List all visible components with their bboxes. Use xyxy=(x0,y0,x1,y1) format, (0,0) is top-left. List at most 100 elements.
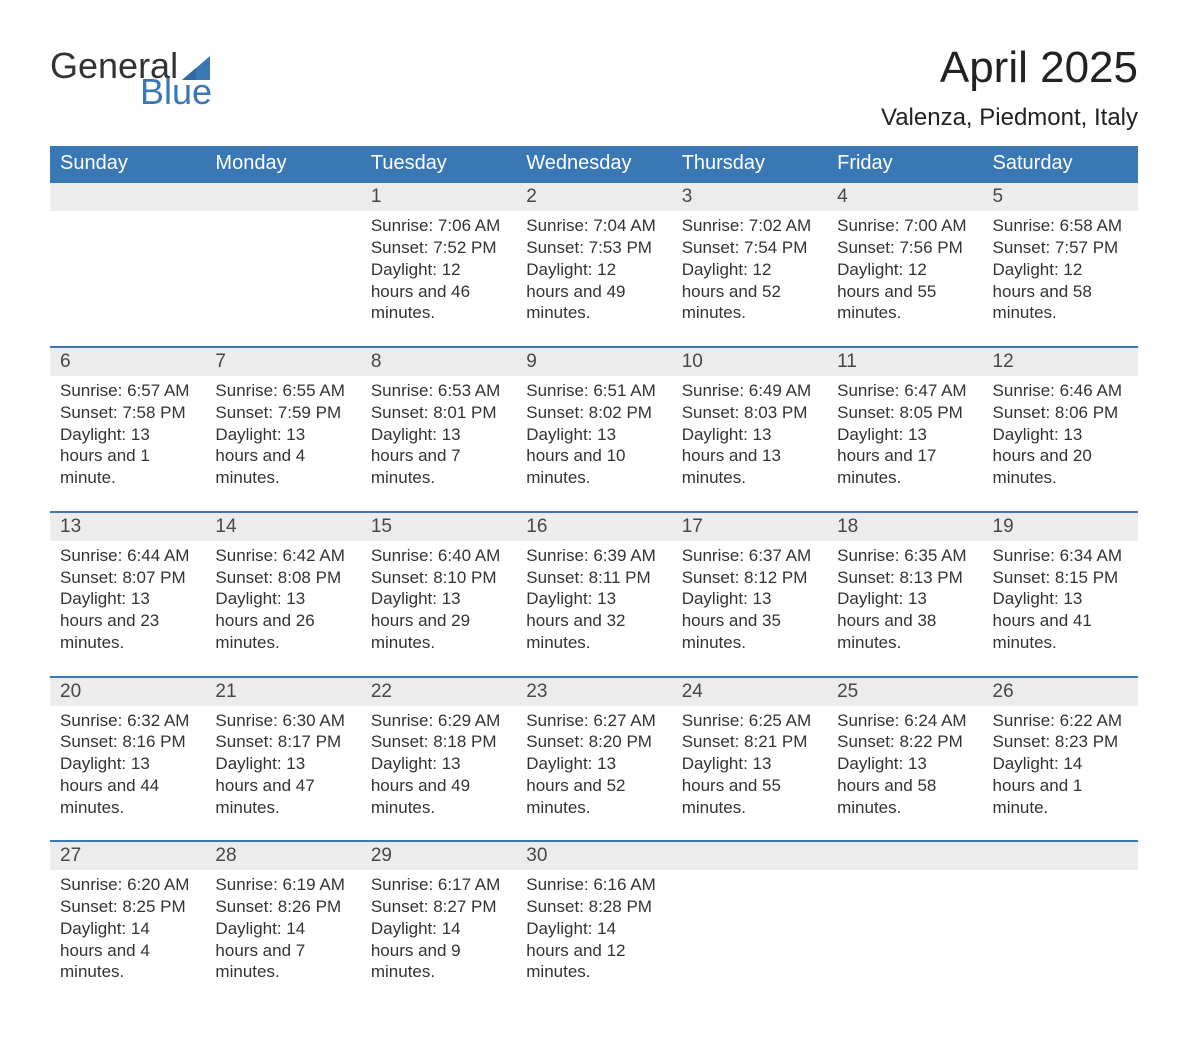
daylight-text: Daylight: 13 hours and 20 minutes. xyxy=(993,424,1128,489)
sunrise-text: Sunrise: 7:06 AM xyxy=(371,215,506,237)
sunset-text: Sunset: 8:13 PM xyxy=(837,567,972,589)
sunrise-text: Sunrise: 6:29 AM xyxy=(371,710,506,732)
sunset-text: Sunset: 8:02 PM xyxy=(526,402,661,424)
day-number-bar: 27 xyxy=(50,840,205,870)
daylight-text: Daylight: 12 hours and 46 minutes. xyxy=(371,259,506,324)
day-number-bar: 8 xyxy=(361,346,516,376)
day-number: 10 xyxy=(672,351,703,372)
day-number-bar: 21 xyxy=(205,676,360,706)
day-cell: 7Sunrise: 6:55 AMSunset: 7:59 PMDaylight… xyxy=(205,346,360,511)
day-detail: Sunrise: 6:22 AMSunset: 8:23 PMDaylight:… xyxy=(993,710,1128,819)
day-cell: 16Sunrise: 6:39 AMSunset: 8:11 PMDayligh… xyxy=(516,511,671,676)
day-number: 26 xyxy=(983,681,1014,702)
sunrise-text: Sunrise: 6:30 AM xyxy=(215,710,350,732)
day-cell: 6 Sunrise: 6:57 AMSunset: 7:58 PMDaylight… xyxy=(50,346,205,511)
day-detail: Sunrise: 6:49 AMSunset: 8:03 PMDaylight:… xyxy=(682,380,817,489)
day-number-bar: 4 xyxy=(827,181,982,211)
daylight-text: Daylight: 13 hours and 4 minutes. xyxy=(215,424,350,489)
day-detail: Sunrise: 6:58 AMSunset: 7:57 PMDaylight:… xyxy=(993,215,1128,324)
daylight-text: Daylight: 13 hours and 52 minutes. xyxy=(526,753,661,818)
header-row: General Blue April 2025 Valenza, Piedmon… xyxy=(50,48,1138,132)
sunrise-text: Sunrise: 6:25 AM xyxy=(682,710,817,732)
day-cell: 1Sunrise: 7:06 AMSunset: 7:52 PMDaylight… xyxy=(361,181,516,346)
daylight-text: Daylight: 13 hours and 7 minutes. xyxy=(371,424,506,489)
sunset-text: Sunset: 8:27 PM xyxy=(371,896,506,918)
day-number: 12 xyxy=(983,351,1014,372)
brand-logo: General Blue xyxy=(50,48,216,110)
daylight-text: Daylight: 13 hours and 47 minutes. xyxy=(215,753,350,818)
day-number: 27 xyxy=(50,845,81,866)
week-row: 27 Sunrise: 6:20 AMSunset: 8:25 PMDayligh… xyxy=(50,840,1138,1005)
day-cell: 20Sunrise: 6:32 AMSunset: 8:16 PMDayligh… xyxy=(50,676,205,841)
weekday-header: Friday xyxy=(827,146,982,181)
calendar-table: Sunday Monday Tuesday Wednesday Thursday… xyxy=(50,146,1138,1005)
weekday-header: Wednesday xyxy=(516,146,671,181)
day-number-bar xyxy=(672,840,827,870)
sunrise-text: Sunrise: 7:00 AM xyxy=(837,215,972,237)
day-detail: Sunrise: 6:44 AMSunset: 8:07 PMDaylight:… xyxy=(60,545,195,654)
day-cell: 12 Sunrise: 6:46 AMSunset: 8:06 PMDayligh… xyxy=(983,346,1138,511)
day-number-bar: 9 xyxy=(516,346,671,376)
day-number-bar: 24 xyxy=(672,676,827,706)
day-number: 19 xyxy=(983,516,1014,537)
daylight-text: Daylight: 13 hours and 58 minutes. xyxy=(837,753,972,818)
sunset-text: Sunset: 8:26 PM xyxy=(215,896,350,918)
sunset-text: Sunset: 8:23 PM xyxy=(993,731,1128,753)
day-number-bar: 29 xyxy=(361,840,516,870)
day-cell: 13Sunrise: 6:44 AMSunset: 8:07 PMDayligh… xyxy=(50,511,205,676)
day-cell: 14Sunrise: 6:42 AMSunset: 8:08 PMDayligh… xyxy=(205,511,360,676)
day-number-bar: 26 xyxy=(983,676,1138,706)
day-cell: 15Sunrise: 6:40 AMSunset: 8:10 PMDayligh… xyxy=(361,511,516,676)
day-cell: 28Sunrise: 6:19 AMSunset: 8:26 PMDayligh… xyxy=(205,840,360,1005)
sunrise-text: Sunrise: 6:44 AM xyxy=(60,545,195,567)
day-cell: 21Sunrise: 6:30 AMSunset: 8:17 PMDayligh… xyxy=(205,676,360,841)
day-number-bar: 20 xyxy=(50,676,205,706)
day-detail: Sunrise: 7:00 AMSunset: 7:56 PMDaylight:… xyxy=(837,215,972,324)
daylight-text: Daylight: 12 hours and 58 minutes. xyxy=(993,259,1128,324)
sunrise-text: Sunrise: 6:46 AM xyxy=(993,380,1128,402)
day-cell: 8Sunrise: 6:53 AMSunset: 8:01 PMDaylight… xyxy=(361,346,516,511)
sunset-text: Sunset: 8:10 PM xyxy=(371,567,506,589)
day-detail: Sunrise: 6:34 AMSunset: 8:15 PMDaylight:… xyxy=(993,545,1128,654)
weekday-header: Tuesday xyxy=(361,146,516,181)
daylight-text: Daylight: 13 hours and 1 minute. xyxy=(60,424,195,489)
daylight-text: Daylight: 13 hours and 13 minutes. xyxy=(682,424,817,489)
day-detail: Sunrise: 6:46 AMSunset: 8:06 PMDaylight:… xyxy=(993,380,1128,489)
day-cell: 22 Sunrise: 6:29 AMSunset: 8:18 PMDayligh… xyxy=(361,676,516,841)
day-number-bar: 10 xyxy=(672,346,827,376)
sunset-text: Sunset: 7:58 PM xyxy=(60,402,195,424)
day-number xyxy=(672,845,682,866)
day-number-bar xyxy=(50,181,205,211)
daylight-text: Daylight: 14 hours and 4 minutes. xyxy=(60,918,195,983)
day-detail: Sunrise: 6:57 AMSunset: 7:58 PMDaylight:… xyxy=(60,380,195,489)
weekday-header-row: Sunday Monday Tuesday Wednesday Thursday… xyxy=(50,146,1138,181)
day-cell: 30Sunrise: 6:16 AMSunset: 8:28 PMDayligh… xyxy=(516,840,671,1005)
calendar-body: 1Sunrise: 7:06 AMSunset: 7:52 PMDaylight… xyxy=(50,181,1138,1005)
sunset-text: Sunset: 7:52 PM xyxy=(371,237,506,259)
daylight-text: Daylight: 13 hours and 44 minutes. xyxy=(60,753,195,818)
day-number: 22 xyxy=(361,681,392,702)
day-number-bar: 6 xyxy=(50,346,205,376)
day-cell: 23Sunrise: 6:27 AMSunset: 8:20 PMDayligh… xyxy=(516,676,671,841)
day-detail: Sunrise: 6:19 AMSunset: 8:26 PMDaylight:… xyxy=(215,874,350,983)
day-detail: Sunrise: 7:02 AMSunset: 7:54 PMDaylight:… xyxy=(682,215,817,324)
day-detail: Sunrise: 6:16 AMSunset: 8:28 PMDaylight:… xyxy=(526,874,661,983)
day-detail: Sunrise: 6:29 AMSunset: 8:18 PMDaylight:… xyxy=(371,710,506,819)
sunset-text: Sunset: 8:15 PM xyxy=(993,567,1128,589)
sunset-text: Sunset: 8:05 PM xyxy=(837,402,972,424)
sunset-text: Sunset: 8:22 PM xyxy=(837,731,972,753)
day-number: 6 xyxy=(50,351,71,372)
sunrise-text: Sunrise: 6:34 AM xyxy=(993,545,1128,567)
day-number: 9 xyxy=(516,351,537,372)
day-detail: Sunrise: 6:20 AMSunset: 8:25 PMDaylight:… xyxy=(60,874,195,983)
day-number: 14 xyxy=(205,516,236,537)
day-detail: Sunrise: 6:55 AMSunset: 7:59 PMDaylight:… xyxy=(215,380,350,489)
day-number: 5 xyxy=(983,186,1004,207)
day-number: 29 xyxy=(361,845,392,866)
day-number: 4 xyxy=(827,186,848,207)
sunrise-text: Sunrise: 6:49 AM xyxy=(682,380,817,402)
day-number: 2 xyxy=(516,186,537,207)
sunrise-text: Sunrise: 6:17 AM xyxy=(371,874,506,896)
day-number: 24 xyxy=(672,681,703,702)
daylight-text: Daylight: 13 hours and 41 minutes. xyxy=(993,588,1128,653)
